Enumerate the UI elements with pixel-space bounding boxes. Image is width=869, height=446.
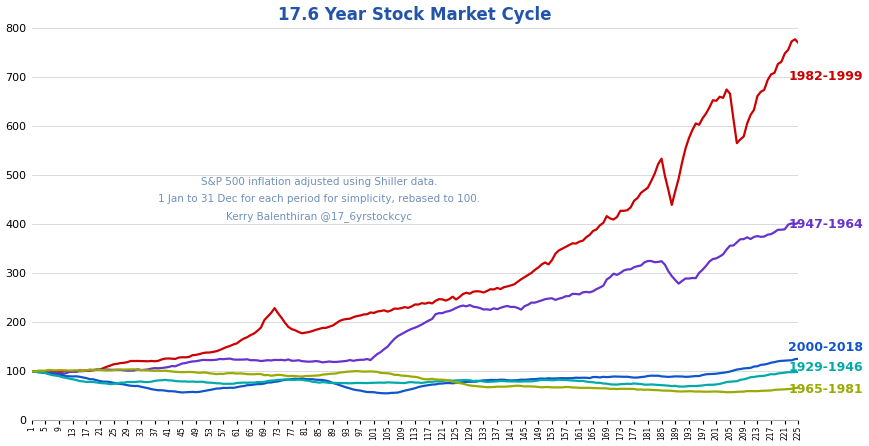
Text: 1929-1946: 1929-1946 bbox=[787, 361, 862, 374]
Text: 1965-1981: 1965-1981 bbox=[787, 384, 862, 396]
Text: 2000-2018: 2000-2018 bbox=[787, 341, 862, 354]
Text: 1947-1964: 1947-1964 bbox=[787, 218, 862, 231]
Text: S&P 500 inflation adjusted using Shiller data.
1 Jan to 31 Dec for each period f: S&P 500 inflation adjusted using Shiller… bbox=[158, 177, 480, 222]
Text: 1982-1999: 1982-1999 bbox=[787, 70, 862, 83]
Title: 17.6 Year Stock Market Cycle: 17.6 Year Stock Market Cycle bbox=[278, 5, 551, 24]
